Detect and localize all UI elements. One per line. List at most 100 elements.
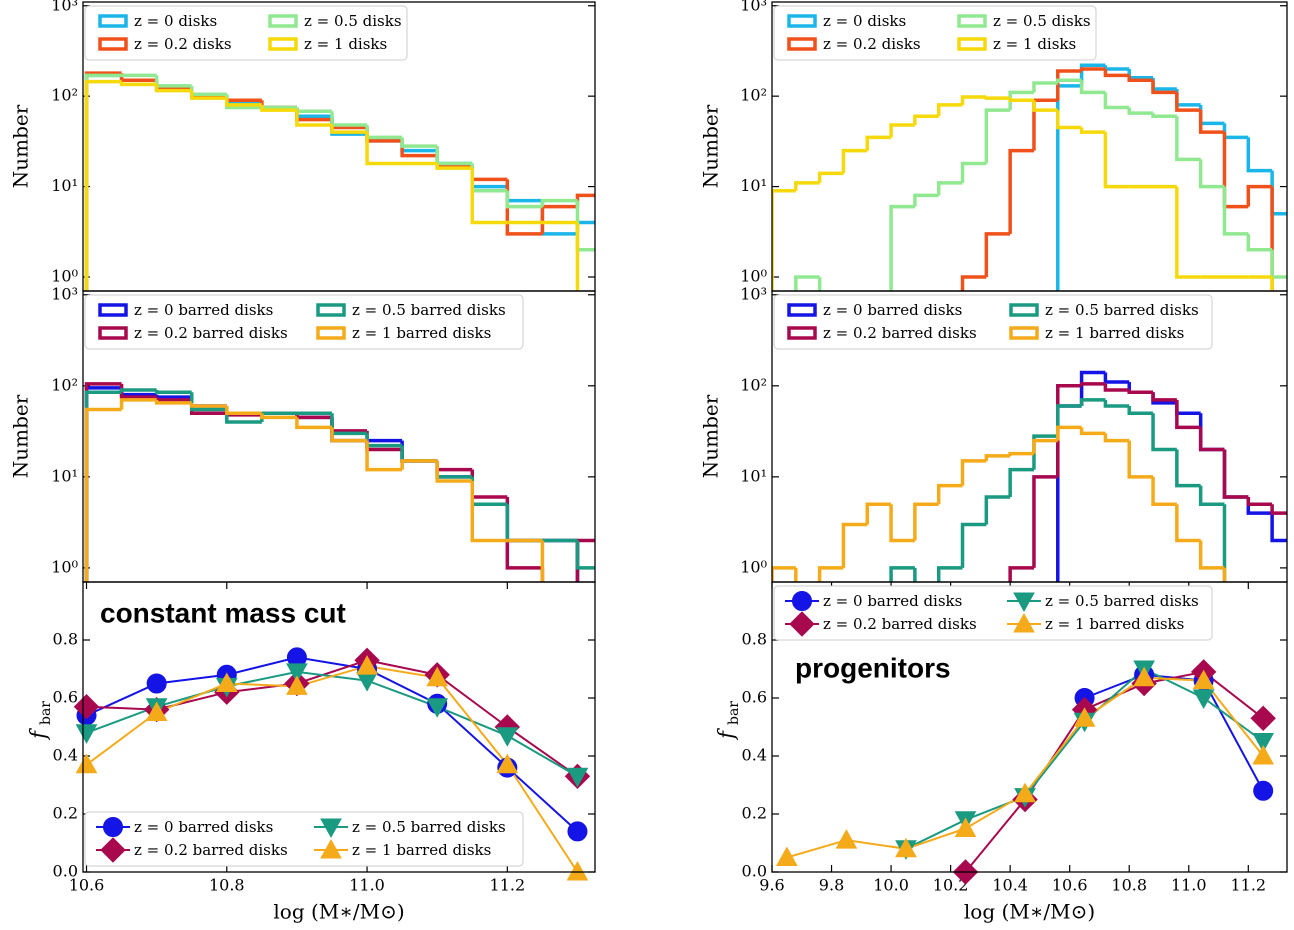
- hist-step: [470, 168, 508, 225]
- legend-label: z = 0.2 barred disks: [823, 615, 977, 633]
- hist-step: [960, 95, 987, 105]
- hist-step: [540, 567, 545, 582]
- legend-frame: [773, 294, 1213, 350]
- hist-step: [1246, 184, 1273, 207]
- legend-label: z = 0.2 barred disks: [823, 324, 977, 342]
- x-label: log (M∗/M⊙): [964, 900, 1095, 924]
- hist-step: [1246, 233, 1273, 252]
- hist-step: [1198, 110, 1225, 134]
- hist-step: [330, 427, 368, 443]
- marker: [1250, 705, 1276, 732]
- legend-swatch: [787, 303, 817, 317]
- hist-step: [154, 389, 192, 394]
- hist-step: [772, 566, 796, 582]
- y-tick-label: 10⁰: [51, 266, 78, 285]
- marker: [566, 767, 589, 788]
- legend-swatch: [316, 303, 346, 317]
- y-tick-label: 10²: [51, 86, 78, 105]
- legend: z = 0 barred disks z = 0.2 barred disks z …: [773, 585, 1213, 641]
- hist-step: [1151, 77, 1177, 91]
- hist-step: [470, 165, 508, 182]
- series-line: [86, 656, 579, 833]
- hist-step: [1056, 425, 1082, 441]
- hist-step: [1127, 406, 1154, 415]
- y-label: f bar: [715, 701, 743, 741]
- hist-step: [1008, 148, 1034, 234]
- marker: [1014, 782, 1036, 803]
- marker: [1192, 669, 1215, 690]
- hist-step: [84, 79, 122, 291]
- legend-swatch: [1009, 326, 1039, 340]
- legend-label: z = 1 barred disks: [352, 841, 491, 859]
- legend-label: z = 0 barred disks: [134, 301, 273, 319]
- hist-step: [1222, 567, 1227, 582]
- legend-label: z = 0 barred disks: [823, 301, 962, 319]
- hist-step: [1032, 98, 1058, 151]
- y-tick-label: 10¹: [51, 466, 78, 485]
- y-tick-label: 10¹: [740, 176, 767, 195]
- hist-step: [1127, 75, 1154, 82]
- y-label-main: Number: [699, 394, 723, 478]
- hist-step: [1079, 67, 1106, 71]
- hist-step: [1175, 89, 1201, 107]
- marker: [776, 846, 798, 866]
- hist-step: [1079, 427, 1106, 436]
- legend-label: z = 0.5 barred disks: [1045, 301, 1199, 319]
- y-tick-label: 0.8: [742, 630, 767, 649]
- hist-step: [295, 107, 332, 114]
- hist-step: [889, 123, 915, 138]
- y-tick-label: 0.0: [742, 862, 767, 881]
- x-tick-label: 9.8: [819, 876, 844, 895]
- hist-step: [84, 382, 122, 582]
- hist-step: [575, 222, 580, 291]
- legend-label: z = 0 disks: [823, 12, 906, 30]
- legend-label: z = 0 disks: [134, 12, 217, 30]
- hist-step: [1079, 127, 1106, 134]
- axes-frame: [82, 581, 596, 873]
- legend-frame: [773, 585, 1213, 641]
- legend-label: z = 0.5 disks: [304, 12, 402, 30]
- hist-step: [1103, 399, 1130, 408]
- hist-step: [400, 459, 438, 470]
- hist-step: [119, 388, 157, 393]
- hist-step: [984, 454, 1011, 461]
- hist-step: [84, 71, 122, 291]
- y-tick-label: 0.2: [742, 804, 767, 823]
- hist-step: [1032, 475, 1058, 568]
- hist-step: [960, 161, 987, 183]
- hist-step: [505, 504, 543, 543]
- hist-step: [1198, 413, 1225, 452]
- hist-step: [1270, 513, 1287, 543]
- hist-step: [1151, 113, 1177, 118]
- marker: [835, 829, 858, 849]
- hist-step: [330, 417, 368, 443]
- hist-step: [435, 460, 473, 483]
- hist-step: [1103, 383, 1130, 392]
- hist-step: [225, 406, 262, 415]
- hist-step: [330, 417, 368, 433]
- hist-step: [1008, 467, 1034, 498]
- legend-swatch: [787, 37, 817, 51]
- hist-step: [470, 163, 508, 189]
- hist-step: [435, 150, 473, 166]
- hist-step: [505, 186, 543, 203]
- hist-step: [119, 398, 157, 410]
- hist-step: [400, 445, 438, 463]
- legend-label: z = 1 barred disks: [1045, 324, 1184, 342]
- legend-swatch: [98, 326, 128, 340]
- hist-step: [1175, 504, 1201, 543]
- hist-step: [1056, 78, 1082, 83]
- marker: [1252, 744, 1275, 765]
- legend-label: z = 0.5 disks: [993, 12, 1091, 30]
- hist-step: [1008, 90, 1034, 111]
- marker: [286, 663, 308, 683]
- legend-swatch: [1009, 303, 1039, 317]
- hist-step: [1270, 249, 1287, 279]
- y-tick-label: 0.6: [53, 688, 78, 707]
- marker: [426, 698, 449, 718]
- hist-step: [1032, 434, 1058, 470]
- panel: 0.0 0.2 0.4 0.6 0.8 9.6 9.8 10.0 10.2 10.4 10.6 10.…: [715, 581, 1288, 924]
- legend-swatch: [957, 14, 987, 28]
- hist-step: [1103, 372, 1130, 384]
